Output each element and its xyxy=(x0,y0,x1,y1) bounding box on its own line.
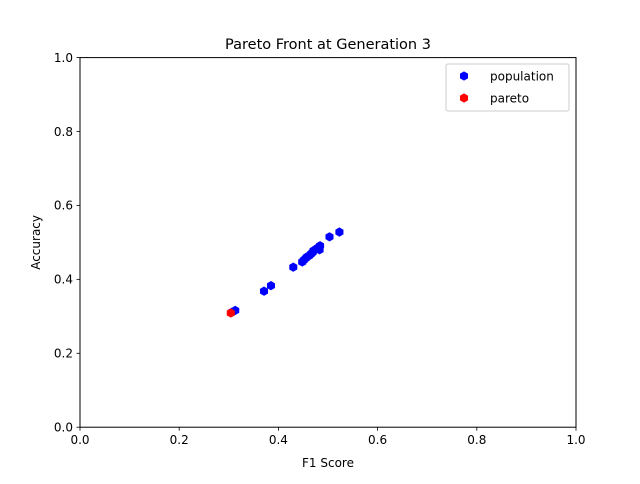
y-tick-label: 0.0 xyxy=(54,421,73,435)
chart-title: Pareto Front at Generation 3 xyxy=(225,37,431,53)
y-tick-label: 1.0 xyxy=(54,51,73,65)
x-tick-label: 0.2 xyxy=(170,433,189,447)
y-tick-label: 0.4 xyxy=(54,273,73,287)
y-axis-label: Accuracy xyxy=(29,215,43,270)
legend: population pareto xyxy=(445,63,570,112)
x-tick-label: 1.0 xyxy=(566,433,585,447)
legend-box xyxy=(445,63,570,112)
x-axis-label: F1 Score xyxy=(302,456,354,470)
x-tick-label: 0.8 xyxy=(467,433,486,447)
y-axis-ticks: 0.0 0.2 0.4 0.6 0.8 1.0 xyxy=(54,51,80,435)
x-axis-ticks: 0.0 0.2 0.4 0.6 0.8 1.0 xyxy=(70,427,586,447)
x-tick-label: 0.6 xyxy=(368,433,387,447)
y-tick-label: 0.6 xyxy=(54,199,73,213)
population-point xyxy=(316,241,325,251)
y-tick-label: 0.2 xyxy=(54,347,73,361)
legend-entries: population pareto xyxy=(459,69,554,105)
pareto-point xyxy=(226,308,235,318)
series-pareto xyxy=(226,308,235,318)
x-tick-label: 0.0 xyxy=(70,433,89,447)
legend-marker-pareto xyxy=(459,93,469,103)
y-tick-label: 0.8 xyxy=(54,125,73,139)
population-point xyxy=(335,227,344,237)
population-point xyxy=(289,262,298,272)
plot-frame xyxy=(79,57,577,428)
x-tick-label: 0.4 xyxy=(269,433,288,447)
points-layer xyxy=(226,227,344,318)
legend-label-population: population xyxy=(490,69,554,83)
population-point xyxy=(266,280,275,291)
series-population xyxy=(227,227,344,317)
legend-label-pareto: pareto xyxy=(490,91,529,105)
population-point xyxy=(259,286,269,296)
population-point xyxy=(325,232,334,242)
legend-marker-population xyxy=(459,71,469,81)
